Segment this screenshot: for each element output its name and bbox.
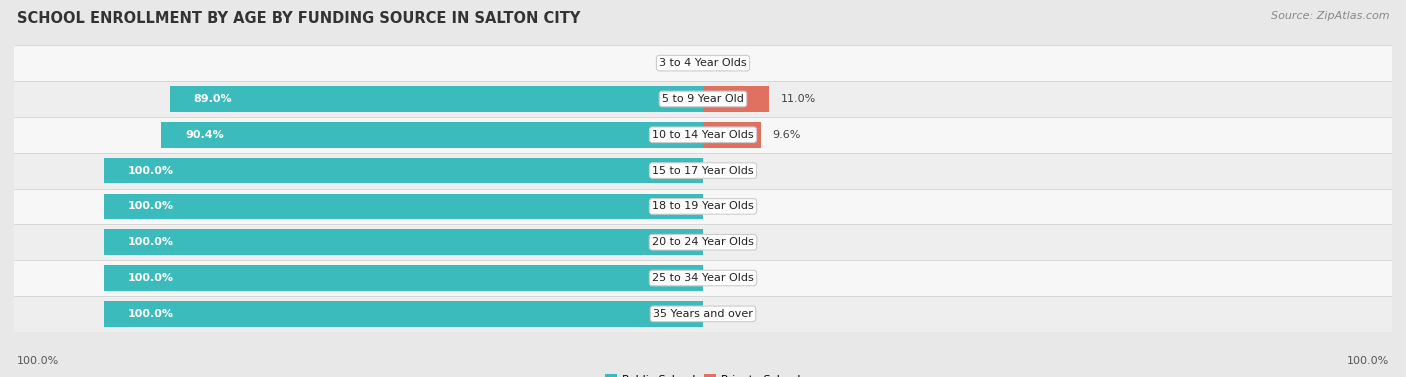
Bar bbox=[14, 296, 1392, 332]
Text: 3 to 4 Year Olds: 3 to 4 Year Olds bbox=[659, 58, 747, 68]
Text: 35 Years and over: 35 Years and over bbox=[652, 309, 754, 319]
Text: 0.0%: 0.0% bbox=[716, 166, 744, 176]
Bar bbox=[14, 81, 1392, 117]
Bar bbox=[703, 122, 761, 148]
Text: 0.0%: 0.0% bbox=[662, 58, 690, 68]
Bar bbox=[14, 260, 1392, 296]
Text: 0.0%: 0.0% bbox=[716, 237, 744, 247]
Bar bbox=[170, 86, 703, 112]
Bar bbox=[14, 117, 1392, 153]
Bar bbox=[14, 153, 1392, 188]
Text: 10 to 14 Year Olds: 10 to 14 Year Olds bbox=[652, 130, 754, 140]
Legend: Public School, Private School: Public School, Private School bbox=[600, 370, 806, 377]
Text: 25 to 34 Year Olds: 25 to 34 Year Olds bbox=[652, 273, 754, 283]
Text: 0.0%: 0.0% bbox=[716, 309, 744, 319]
Text: 5 to 9 Year Old: 5 to 9 Year Old bbox=[662, 94, 744, 104]
Text: 100.0%: 100.0% bbox=[128, 309, 174, 319]
Text: Source: ZipAtlas.com: Source: ZipAtlas.com bbox=[1271, 11, 1389, 21]
Bar bbox=[104, 301, 703, 327]
Text: 100.0%: 100.0% bbox=[128, 237, 174, 247]
Text: 89.0%: 89.0% bbox=[194, 94, 232, 104]
Text: 100.0%: 100.0% bbox=[1347, 356, 1389, 366]
Text: 100.0%: 100.0% bbox=[128, 166, 174, 176]
Text: 9.6%: 9.6% bbox=[772, 130, 801, 140]
Text: 20 to 24 Year Olds: 20 to 24 Year Olds bbox=[652, 237, 754, 247]
Text: 100.0%: 100.0% bbox=[128, 273, 174, 283]
Text: 0.0%: 0.0% bbox=[716, 201, 744, 211]
Text: 18 to 19 Year Olds: 18 to 19 Year Olds bbox=[652, 201, 754, 211]
Bar bbox=[104, 193, 703, 219]
Text: 0.0%: 0.0% bbox=[716, 273, 744, 283]
Text: 100.0%: 100.0% bbox=[128, 201, 174, 211]
Text: 11.0%: 11.0% bbox=[780, 94, 815, 104]
Text: SCHOOL ENROLLMENT BY AGE BY FUNDING SOURCE IN SALTON CITY: SCHOOL ENROLLMENT BY AGE BY FUNDING SOUR… bbox=[17, 11, 581, 26]
Bar bbox=[14, 188, 1392, 224]
Text: 15 to 17 Year Olds: 15 to 17 Year Olds bbox=[652, 166, 754, 176]
Text: 90.4%: 90.4% bbox=[186, 130, 224, 140]
Bar bbox=[14, 45, 1392, 81]
Bar bbox=[162, 122, 703, 148]
Bar bbox=[104, 265, 703, 291]
Bar bbox=[14, 224, 1392, 260]
Bar bbox=[703, 86, 769, 112]
Bar bbox=[104, 158, 703, 184]
Text: 0.0%: 0.0% bbox=[716, 58, 744, 68]
Bar bbox=[104, 229, 703, 255]
Text: 100.0%: 100.0% bbox=[17, 356, 59, 366]
